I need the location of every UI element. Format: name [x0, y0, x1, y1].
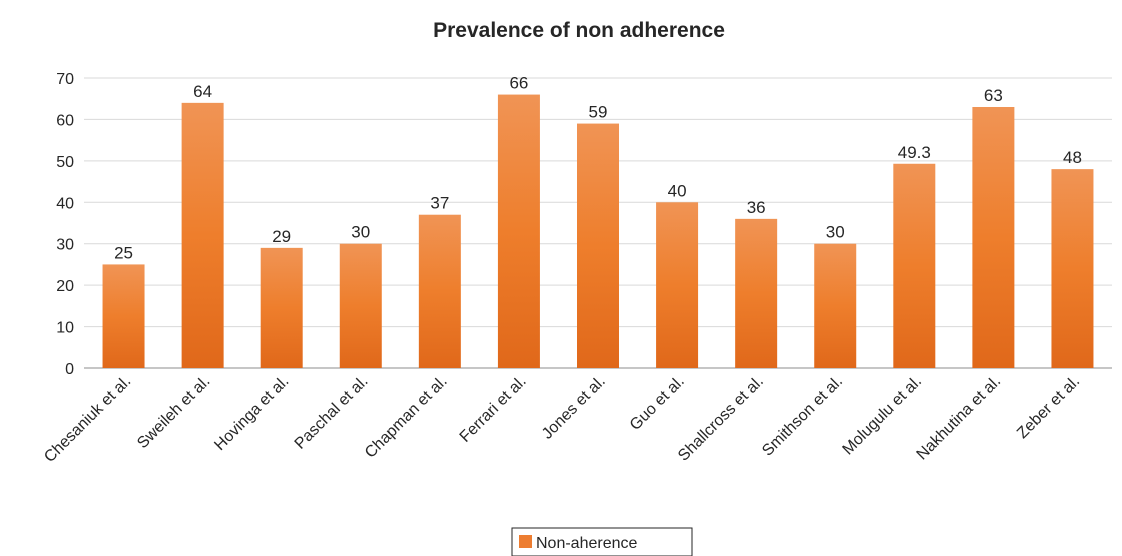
data-label: 25: [114, 243, 133, 262]
x-tick-label: Sweileh et al.: [134, 373, 213, 452]
data-label: 64: [193, 82, 212, 101]
legend: Non-aherence: [511, 527, 693, 556]
x-tick-label: Hovinga et al.: [211, 373, 292, 454]
x-tick-label: Shallcross et al.: [675, 373, 767, 465]
x-tick-label: Chapman et al.: [362, 373, 451, 462]
data-label: 29: [272, 227, 291, 246]
bar: [577, 123, 619, 368]
y-tick-label: 30: [56, 237, 74, 254]
x-tick-label: Ferrari et al.: [457, 373, 530, 446]
data-label: 36: [747, 198, 766, 217]
data-label: 49.3: [898, 143, 931, 162]
y-tick-label: 70: [56, 71, 74, 88]
chart-title: Prevalence of non adherence: [433, 19, 725, 42]
bar: [102, 264, 145, 368]
data-label: 30: [351, 223, 370, 242]
data-label: 48: [1063, 148, 1082, 167]
bar: [418, 214, 461, 368]
bar: [1051, 169, 1094, 368]
bar: [735, 218, 778, 368]
data-label: 59: [589, 103, 608, 122]
bars: [102, 94, 1094, 369]
data-label: 37: [430, 194, 449, 213]
data-label: 63: [984, 86, 1003, 105]
y-tick-label: 20: [56, 278, 74, 295]
x-tick-label: Nakhutina et al.: [914, 373, 1005, 464]
data-label: 40: [668, 181, 687, 200]
y-tick-label: 40: [56, 195, 74, 212]
bar: [260, 247, 303, 368]
x-tick-label: Paschal et al.: [292, 373, 372, 453]
y-tick-label: 50: [56, 154, 74, 171]
y-tick-label: 0: [65, 361, 74, 378]
data-label: 66: [509, 74, 528, 93]
x-tick-label: Smithson et al.: [759, 373, 846, 460]
bar: [814, 243, 857, 368]
bar: [339, 243, 382, 368]
legend-box: [511, 527, 693, 556]
bar: [497, 94, 540, 369]
y-tick-label: 10: [56, 320, 74, 337]
x-tick-label: Molugulu et al.: [840, 373, 926, 459]
bar: [893, 163, 936, 368]
bar: [656, 202, 699, 368]
y-axis: 0 10 20 30 40 50 60 70: [56, 71, 74, 378]
y-tick-label: 60: [56, 112, 74, 129]
x-tick-label: Jones et al.: [539, 373, 609, 443]
x-axis: Chesaniuk et al. Sweileh et al.Hovinga et…: [41, 373, 1083, 466]
x-tick-label: Zeber et al.: [1014, 373, 1083, 442]
bar: [181, 102, 224, 368]
data-label: 30: [826, 223, 845, 242]
x-tick-label: Chesaniuk et al.: [41, 373, 134, 466]
legend-label: Non-aherence: [536, 535, 638, 552]
legend-swatch: [519, 535, 532, 548]
bar: [972, 107, 1015, 368]
data-labels: 25 64 29 30 37 66 59 40 36 30 49.3 63 48: [114, 74, 1082, 263]
x-tick-label: Guo et al.: [627, 373, 688, 434]
